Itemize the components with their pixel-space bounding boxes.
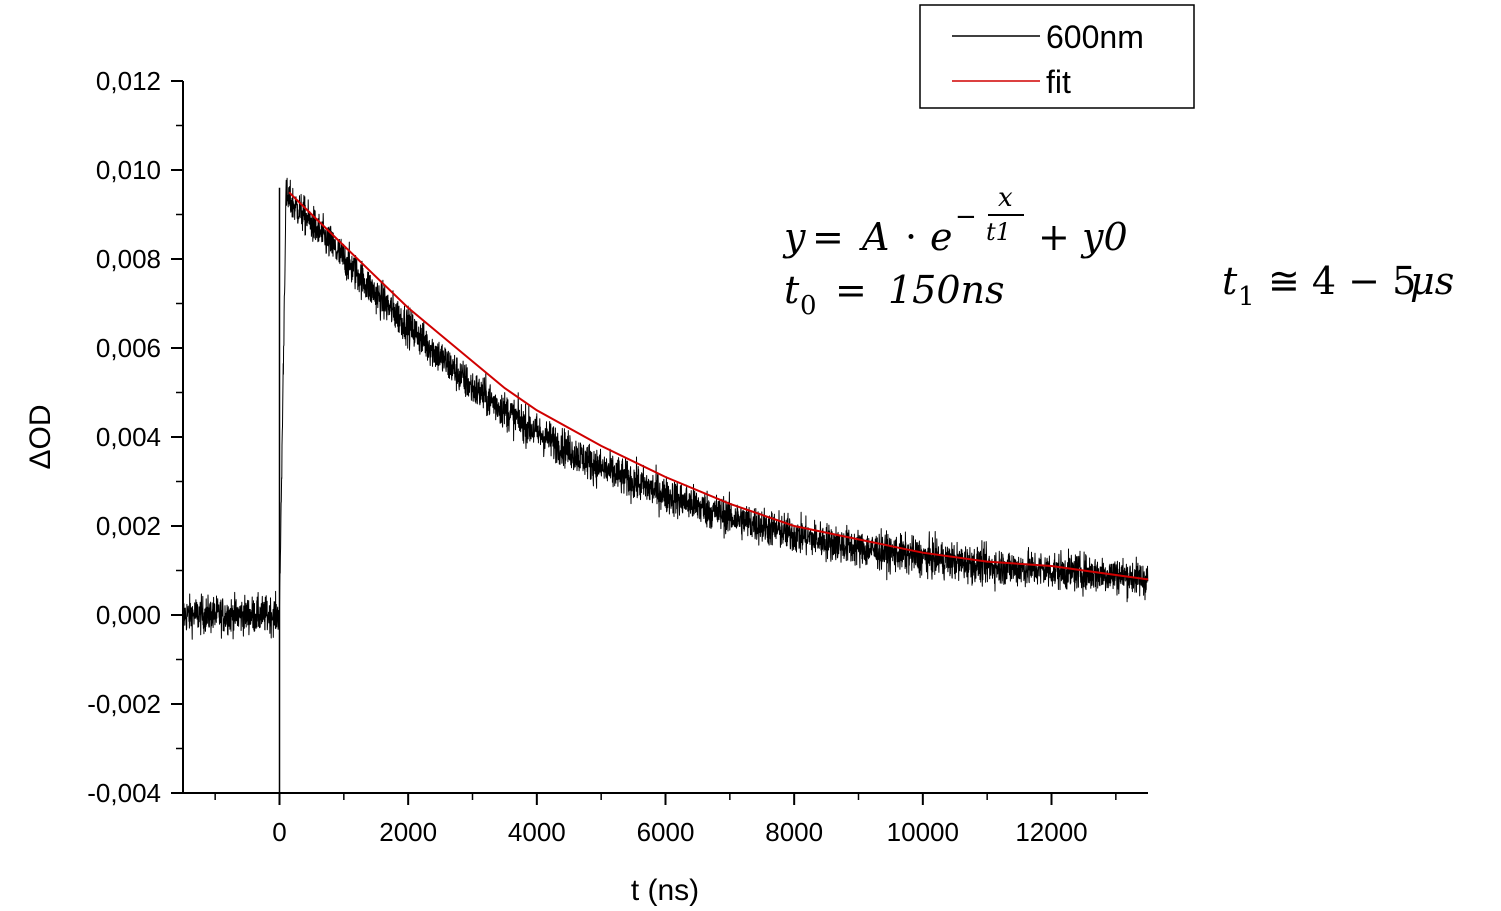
series-fit: [288, 191, 1149, 581]
y-tick-label: 0,000: [96, 600, 161, 630]
t1-approx: ≅ 4 − 5: [1268, 259, 1416, 303]
y-tick-label: 0,002: [96, 511, 161, 541]
t0-subscript: 0: [800, 291, 817, 321]
t0-equals: =: [835, 268, 867, 312]
legend-label-fit: fit: [1046, 64, 1071, 100]
axes: -0,004 -0,002 0,000 0,002 0,004 0,006 0,008 0,0…: [87, 66, 1148, 847]
y-tick-label: 0,012: [96, 66, 161, 96]
y-tick-label: -0,004: [87, 778, 161, 808]
legend-box: [919, 4, 1195, 109]
equation-plus: +: [1038, 215, 1070, 259]
x-tick-label: 8000: [765, 817, 823, 847]
equation-e: e: [930, 215, 953, 259]
t1-unit: μs: [1410, 259, 1454, 303]
t1-subscript: 1: [1238, 282, 1255, 312]
equation-num: x: [998, 183, 1013, 213]
legend: 600nm fit: [919, 4, 1195, 109]
y-tick-label: 0,010: [96, 155, 161, 185]
legend-label-600nm: 600nm: [1046, 19, 1144, 55]
x-axis-title: t (ns): [631, 874, 699, 907]
equation-annotation: y = A · e − x t1 + y0: [782, 183, 1128, 259]
x-tick-label: 6000: [637, 817, 695, 847]
equation-lhs: y: [782, 215, 806, 259]
x-tick-label: 12000: [1015, 817, 1087, 847]
t0-symbol: t: [784, 268, 800, 312]
series-600nm-line: [182, 177, 1149, 640]
x-tick-label: 10000: [887, 817, 959, 847]
t1-annotation: t 1 ≅ 4 − 5 μs: [1222, 259, 1454, 312]
y-tick-label: 0,006: [96, 333, 161, 363]
series-fit-line: [288, 191, 1149, 581]
x-tick-label: 2000: [379, 817, 437, 847]
x-tick-label: 4000: [508, 817, 566, 847]
y-axis-title: ΔOD: [24, 404, 57, 469]
x-tick-label: 0: [272, 817, 286, 847]
t1-symbol: t: [1222, 259, 1238, 303]
t0-value: 150ns: [888, 268, 1005, 312]
equation-y0: y0: [1080, 215, 1128, 259]
equation-den: t1: [986, 218, 1011, 246]
equation-dot: ·: [905, 215, 917, 259]
y-tick-label: 0,004: [96, 422, 161, 452]
y-tick-label: -0,002: [87, 689, 161, 719]
equation-equals: =: [812, 215, 844, 259]
y-tick-label: 0,008: [96, 244, 161, 274]
t0-annotation: t 0 = 150ns: [784, 268, 1005, 321]
equation-a: A: [859, 215, 889, 259]
equation-minus: −: [955, 202, 977, 232]
